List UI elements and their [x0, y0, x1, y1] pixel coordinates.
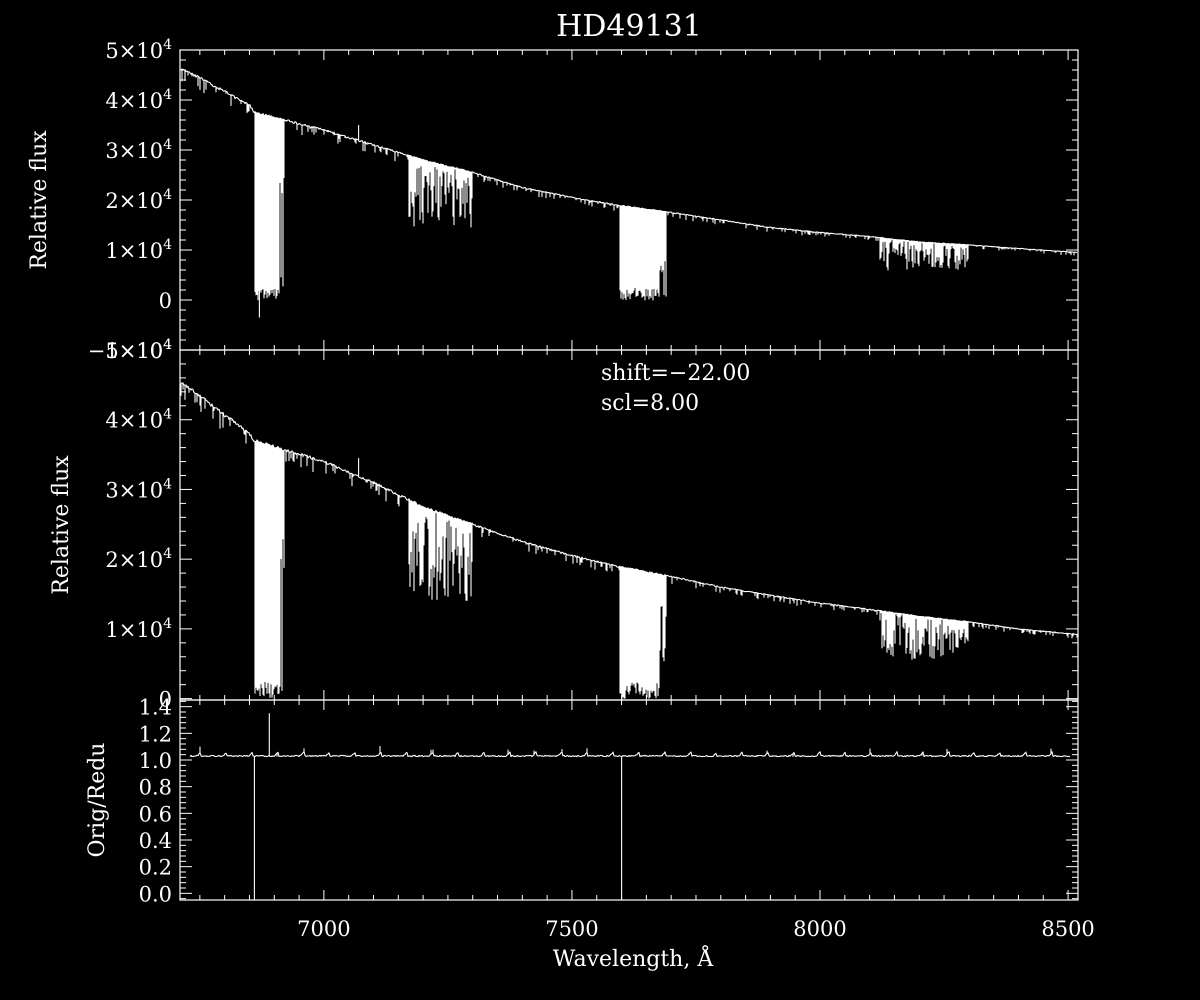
middle-ytick-label: 4×104 — [105, 407, 172, 433]
middle-ytick-label: 0 — [159, 688, 172, 712]
top-flux-series — [180, 68, 1078, 318]
bottom-ytick-label: 0.4 — [139, 829, 172, 853]
top-ytick-label: 1×104 — [105, 237, 172, 263]
top-ylabel: Relative flux — [27, 130, 52, 270]
bottom-ytick-label: 0.8 — [139, 776, 172, 800]
bottom-ytick-label: 1.2 — [139, 722, 172, 746]
scl-annotation: scl=8.00 — [601, 391, 699, 416]
middle-ytick-label: 2×104 — [105, 546, 172, 572]
x-tick-label: 7500 — [545, 917, 598, 941]
middle-ytick-label: 5×104 — [105, 337, 172, 363]
bottom-ytick-label: 0.0 — [139, 882, 172, 906]
top-ytick-label: 5×104 — [105, 37, 172, 63]
x-axis-title: Wavelength, Å — [553, 944, 715, 972]
top-ytick-label: −1×104 — [88, 337, 172, 363]
middle-ytick-label: 3×104 — [105, 476, 172, 502]
x-tick-label: 8000 — [793, 917, 846, 941]
chart-title: HD49131 — [556, 9, 702, 44]
bottom-frame — [179, 699, 1079, 901]
bottom-ytick-label: 0.2 — [139, 856, 172, 880]
x-tick-label: 8500 — [1041, 917, 1094, 941]
x-tick-label: 7000 — [297, 917, 350, 941]
ratio-series — [189, 713, 1071, 900]
panel-middle: 5×104 4×104 3×104 2×104 1×104 0 Relative flux… — [49, 337, 1079, 712]
top-ytick-label: 3×104 — [105, 137, 172, 163]
x-axis-labels: 7000 7500 8000 8500 — [297, 917, 1095, 941]
bottom-ytick-label: 0.6 — [139, 802, 172, 826]
bottom-ytick-label: 1.0 — [139, 749, 172, 773]
panel-top: 5×104 4×104 3×104 2×104 1×104 0 −1×104 Relativ… — [27, 37, 1079, 363]
bottom-ytick-label: 1.4 — [139, 696, 172, 720]
top-ytick-label: 4×104 — [105, 87, 172, 113]
panel-bottom: 1.41.2 1.0 0.80.6 0.4 0.20.0 Orig/Redu — [85, 696, 1079, 906]
middle-ytick-label: 1×104 — [105, 616, 172, 642]
bottom-ylabel: Orig/Redu — [85, 743, 110, 858]
top-ytick-label: 0 — [159, 289, 172, 313]
top-ytick-label: 2×104 — [105, 187, 172, 213]
middle-ylabel: Relative flux — [49, 455, 74, 595]
shift-annotation: shift=−22.00 — [601, 361, 750, 386]
middle-flux-series — [180, 382, 1078, 700]
